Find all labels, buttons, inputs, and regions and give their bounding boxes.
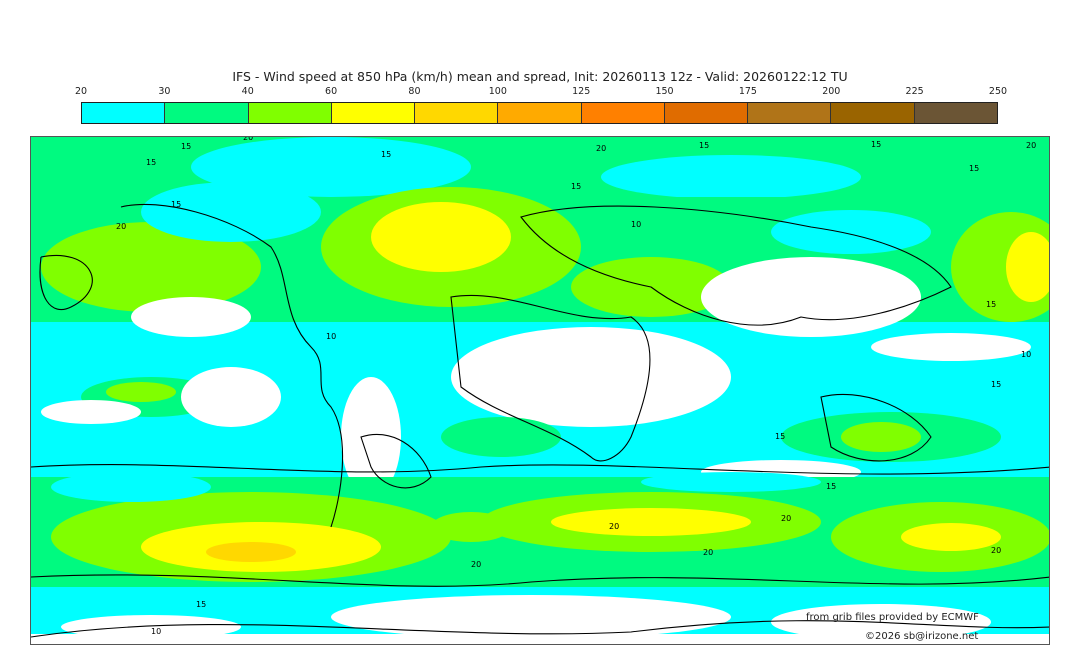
contour-label: 15: [171, 200, 181, 209]
chart-title: IFS - Wind speed at 850 hPa (km/h) mean …: [232, 69, 848, 84]
contour-label: 20: [703, 548, 713, 557]
map-field: 15 20 15 15 20 15 15 20 15 15 20 15 10 10 15 10 15 20 20 20…: [31, 137, 1049, 644]
contour-label: 15: [986, 300, 996, 309]
contour-label: 15: [196, 600, 206, 609]
colorbar-segment: [415, 103, 499, 123]
contour-label: 15: [381, 150, 391, 159]
colorbar-segment: [831, 103, 915, 123]
contour-label: 15: [969, 164, 979, 173]
colorbar-segment: [581, 103, 665, 123]
colorbar-segment: [748, 103, 832, 123]
colorbar-tick: 100: [488, 86, 507, 97]
colorbar-tick: 200: [822, 86, 841, 97]
contour-label: 20: [243, 137, 253, 142]
colorbar-tick: 80: [408, 86, 421, 97]
contour-label: 15: [991, 380, 1001, 389]
colorbar-tick: 250: [988, 86, 1008, 97]
contour-label: 20: [991, 546, 1001, 555]
colorbar-tick: 30: [158, 86, 171, 97]
contour-label: 15: [871, 140, 881, 149]
copyright-credit[interactable]: ©2026 sb@irizone.net: [865, 631, 979, 642]
contour-label: 10: [1021, 350, 1031, 359]
contour-label: 10: [631, 220, 641, 229]
colorbar-segment: [664, 103, 749, 123]
contour-label: 15: [826, 482, 836, 491]
coastlines: [31, 203, 1049, 638]
contour-label: 15: [181, 142, 191, 151]
colorbar-segment: [498, 103, 582, 123]
source-credit: from grib files provided by ECMWF: [806, 612, 979, 623]
colorbar-tick: 40: [241, 86, 254, 97]
colorbar-segment: [914, 103, 997, 123]
colorbar-tick: 60: [325, 86, 338, 97]
colorbar-segment: [165, 103, 249, 123]
colorbar-tick: 150: [655, 86, 674, 97]
colorbar-tick: 175: [738, 86, 757, 97]
contour-label: 20: [471, 560, 481, 569]
colorbar-tick: 125: [572, 86, 591, 97]
colorbar-segment: [82, 103, 166, 123]
contour-label: 20: [609, 522, 619, 531]
contour-label: 15: [699, 141, 709, 150]
contour-label: 10: [326, 332, 336, 341]
contour-label: 15: [146, 158, 156, 167]
contour-label: 20: [1026, 141, 1036, 150]
contour-label: 20: [596, 144, 606, 153]
colorbar-segment: [248, 103, 332, 123]
contour-labels: 15 20 15 15 20 15 15 20 15 15 20 15 10 10 15 10 15 20 20 20…: [116, 137, 1036, 636]
colorbar-tick: 225: [905, 86, 924, 97]
wind-speed-map[interactable]: 15 20 15 15 20 15 15 20 15 15 20 15 10 10 15 10 15 20 20 20…: [30, 136, 1050, 645]
contour-label: 10: [151, 627, 161, 636]
contour-label: 15: [571, 182, 581, 191]
contour-label: 15: [775, 432, 785, 441]
contour-label: 20: [781, 514, 791, 523]
colorbar-tick: 20: [74, 86, 88, 97]
contour-label: 20: [116, 222, 126, 231]
colorbar-segment: [331, 103, 416, 123]
colorbar: [81, 102, 998, 124]
